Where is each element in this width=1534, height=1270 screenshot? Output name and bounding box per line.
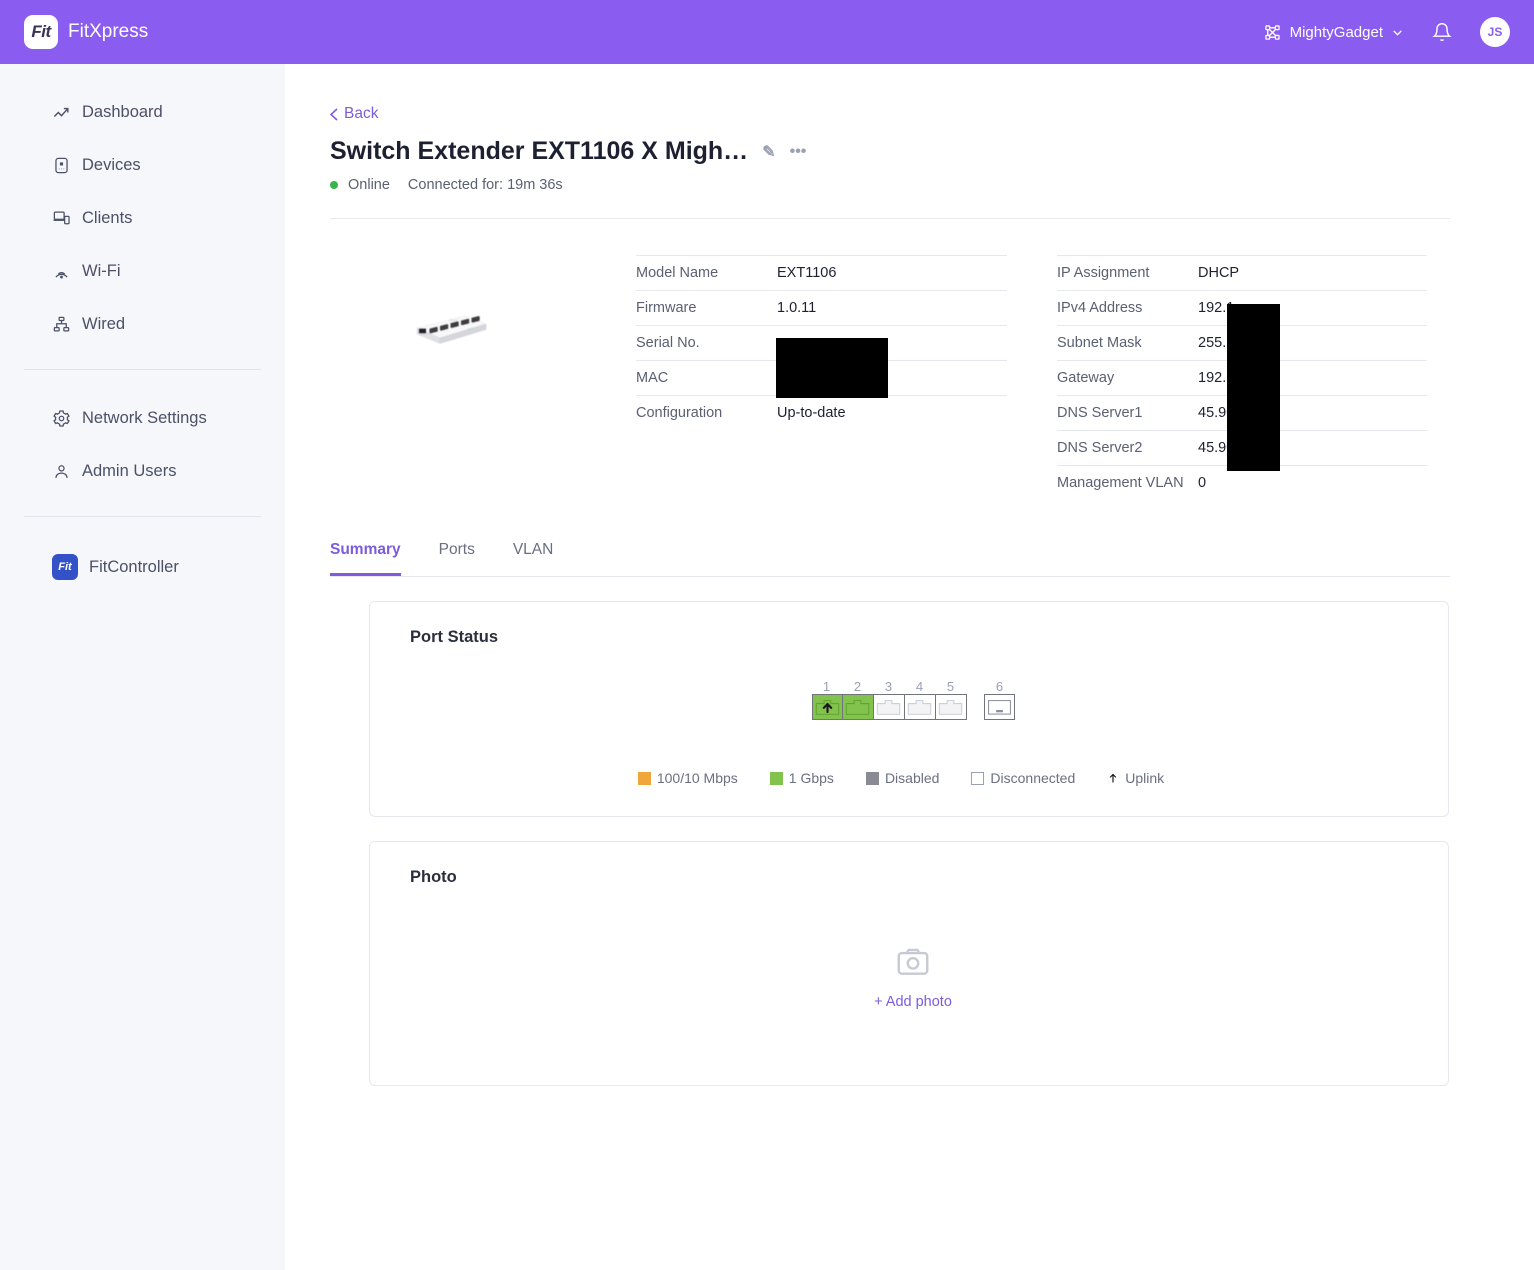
svg-text:ubiquiti: ubiquiti	[449, 319, 457, 322]
